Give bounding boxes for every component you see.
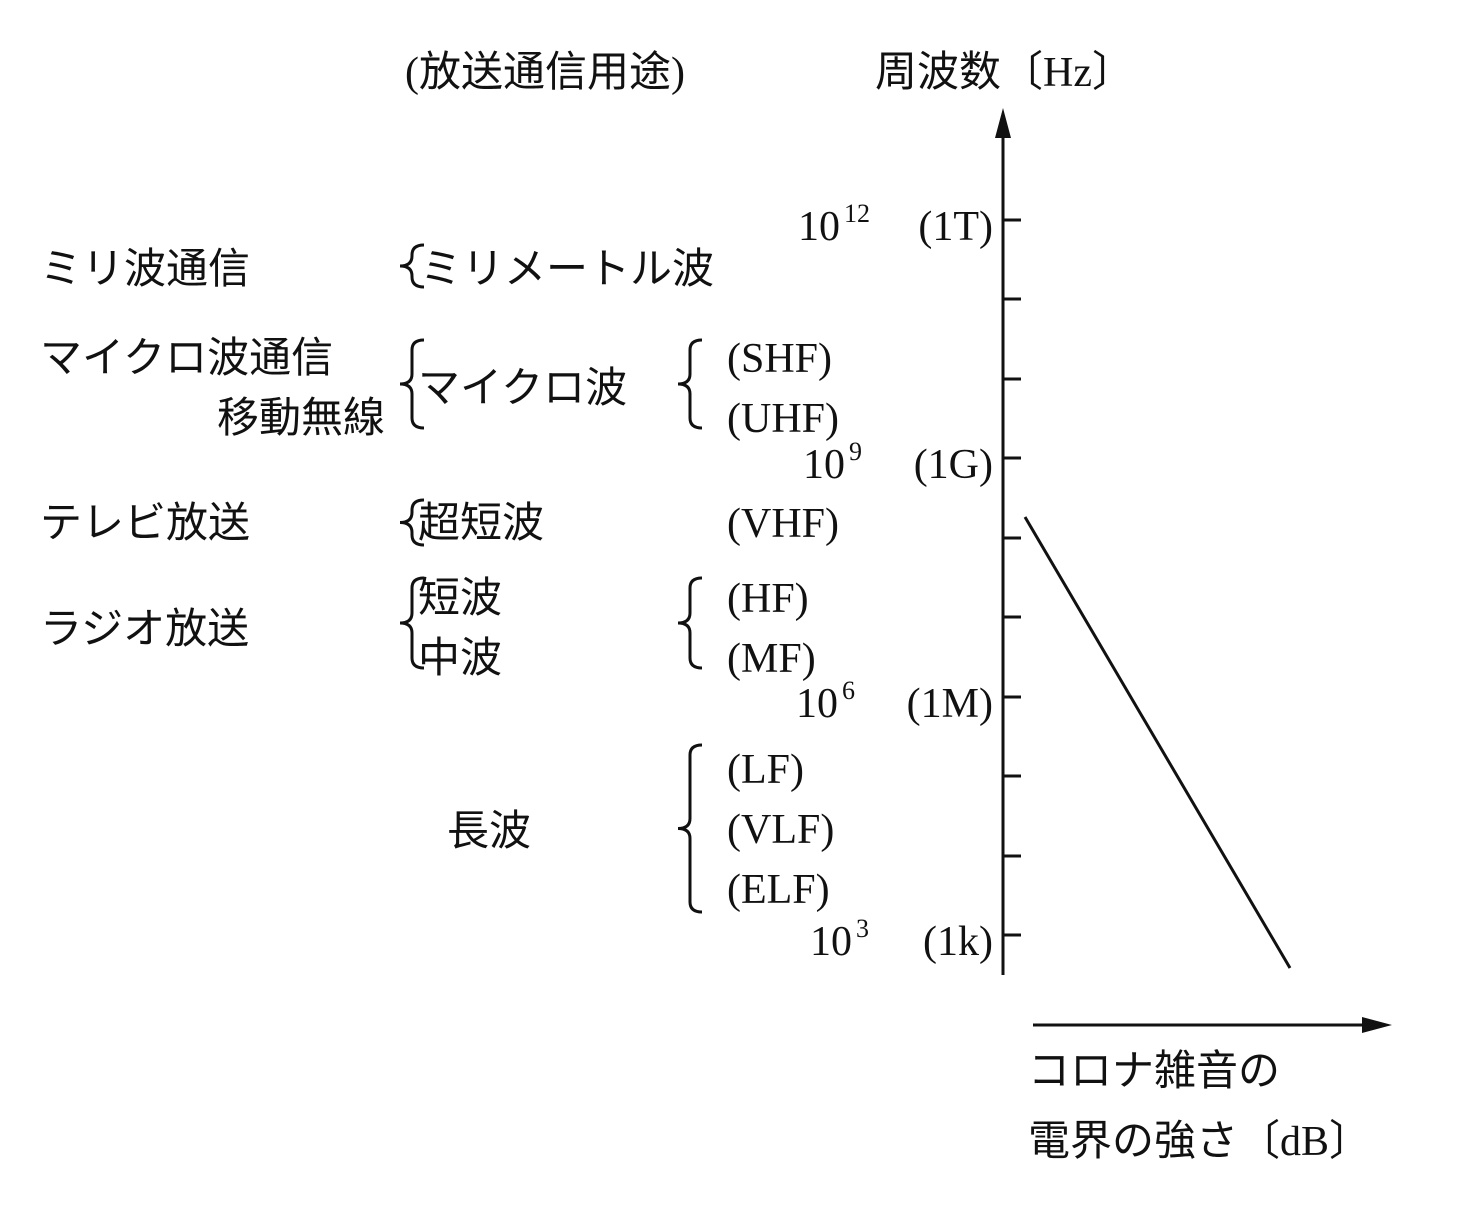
tick-base: 10: [798, 204, 840, 250]
designation: (HF): [727, 576, 809, 622]
tick-prefix: (1T): [918, 204, 993, 250]
brace: [399, 498, 425, 547]
usage-title: (放送通信用途): [405, 49, 685, 96]
x-axis-title: 電界の強さ〔dB〕: [1028, 1119, 1371, 1165]
x-axis-title: コロナ雑音の: [1028, 1048, 1280, 1095]
band-label: 短波: [418, 576, 502, 622]
use-label: マイクロ波通信: [40, 336, 333, 382]
band-label: 中波: [418, 636, 502, 682]
tick-prefix: (1G): [914, 442, 993, 488]
brace: [677, 338, 703, 430]
brace: [399, 338, 425, 430]
tick-prefix: (1k): [923, 919, 993, 965]
noise-line: [1023, 516, 1292, 969]
designation: (MF): [727, 636, 816, 682]
tick-base: 10: [803, 442, 845, 488]
band-label: マイクロ波: [418, 366, 627, 412]
band-label: 超短波: [418, 501, 544, 547]
tick-exponent: 3: [856, 914, 869, 943]
designation: (UHF): [727, 396, 839, 442]
tick-prefix: (1M): [907, 681, 993, 727]
tick-exponent: 6: [842, 676, 855, 705]
brace: [677, 576, 703, 670]
tick-exponent: 12: [844, 199, 870, 228]
brace: [677, 743, 703, 914]
brace: [399, 576, 425, 670]
designation: (VHF): [727, 501, 839, 547]
axis-arrow: [1362, 1017, 1392, 1033]
designation: (SHF): [727, 336, 832, 382]
band-label: 長波: [447, 809, 531, 855]
use-label: 移動無線: [217, 396, 385, 442]
tick-base: 10: [810, 919, 852, 965]
axis-arrow: [995, 108, 1011, 138]
use-label: ミリ波通信: [40, 247, 250, 293]
designation: (VLF): [727, 807, 834, 853]
axis-title: 周波数〔Hz〕: [875, 50, 1134, 96]
use-label: テレビ放送: [40, 501, 250, 547]
tick-exponent: 9: [849, 437, 862, 466]
brace: [399, 243, 425, 289]
designation: (ELF): [727, 867, 830, 913]
use-label: ラジオ放送: [40, 607, 249, 653]
designation: (LF): [727, 747, 804, 793]
tick-base: 10: [796, 681, 838, 727]
band-label: ミリメートル波: [420, 247, 714, 293]
